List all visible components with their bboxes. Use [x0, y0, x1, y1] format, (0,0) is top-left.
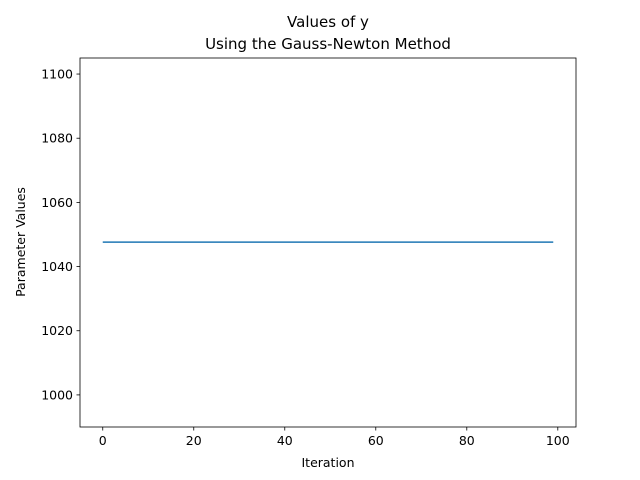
x-tick-label: 60 [368, 433, 384, 448]
chart-title-group: Values of y Using the Gauss-Newton Metho… [205, 13, 451, 53]
plot-frame [79, 57, 577, 428]
y-tick-label: 1060 [41, 195, 73, 210]
y-tick-label: 1000 [41, 387, 73, 402]
x-tick-label: 100 [546, 433, 570, 448]
y-tick-label: 1100 [41, 67, 73, 82]
plot-area: 0 20 40 60 80 100 1000 1020 1040 1060 1080 1100 [41, 57, 577, 448]
chart-title: Values of y [287, 13, 369, 31]
y-tick-label: 1080 [41, 131, 73, 146]
y-tick-label: 1020 [41, 323, 73, 338]
x-axis-label: Iteration [301, 455, 354, 470]
x-tick-label: 80 [459, 433, 475, 448]
x-tick-label: 20 [186, 433, 202, 448]
x-tick-label: 40 [277, 433, 293, 448]
y-axis-label: Parameter Values [13, 187, 28, 297]
y-tick-label: 1040 [41, 259, 73, 274]
chart-subtitle: Using the Gauss-Newton Method [205, 35, 451, 53]
x-tick-label: 0 [99, 433, 107, 448]
